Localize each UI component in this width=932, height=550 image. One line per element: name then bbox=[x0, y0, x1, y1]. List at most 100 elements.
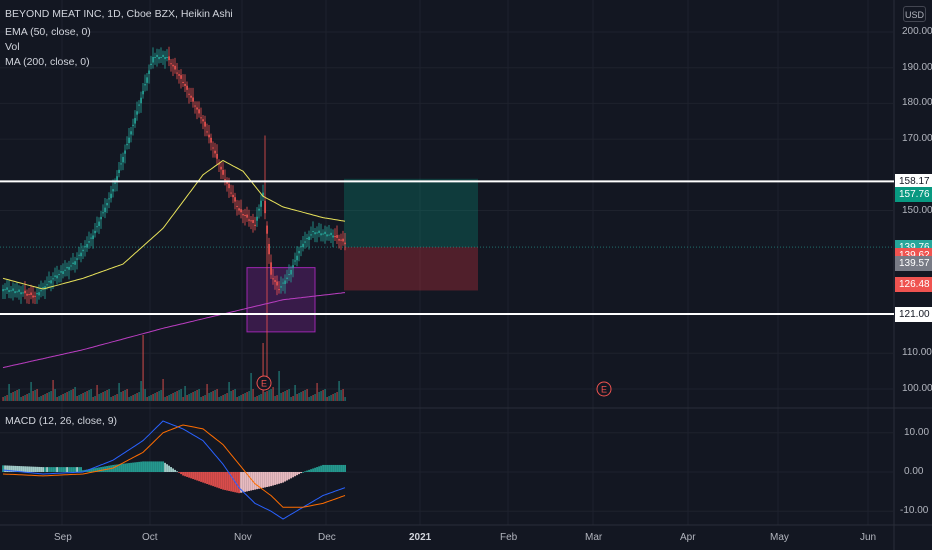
volume-bar bbox=[254, 397, 256, 401]
volume-bar bbox=[272, 387, 274, 401]
macd-histogram-bar bbox=[38, 466, 40, 472]
volume-bar bbox=[54, 389, 56, 401]
volume-bar bbox=[178, 390, 180, 401]
candle-body bbox=[254, 224, 256, 227]
ma-legend[interactable]: MA (200, close, 0) bbox=[5, 56, 90, 68]
volume-legend[interactable]: Vol bbox=[5, 41, 20, 53]
macd-histogram-bar bbox=[170, 467, 172, 472]
macd-histogram-bar bbox=[184, 472, 186, 477]
candle-body bbox=[308, 236, 310, 241]
candle-body bbox=[186, 85, 188, 90]
macd-histogram-bar bbox=[12, 465, 14, 472]
volume-bar bbox=[242, 394, 244, 401]
candle-body bbox=[84, 246, 86, 248]
macd-histogram-bar bbox=[50, 467, 52, 472]
candle-body bbox=[340, 239, 342, 241]
candle-body bbox=[188, 93, 190, 95]
macd-histogram-bar bbox=[78, 467, 80, 472]
macd-histogram-bar bbox=[16, 465, 18, 472]
volume-bar bbox=[98, 394, 100, 401]
macd-histogram-bar bbox=[288, 472, 290, 480]
volume-bar bbox=[86, 391, 88, 401]
candle-body bbox=[110, 193, 112, 199]
volume-bar bbox=[172, 393, 174, 401]
earnings-label: E bbox=[261, 379, 267, 389]
volume-bar bbox=[94, 396, 96, 401]
volume-bar bbox=[134, 394, 136, 401]
macd-histogram-bar bbox=[116, 464, 118, 472]
volume-bar bbox=[18, 389, 20, 401]
volume-bar bbox=[240, 395, 242, 401]
volume-bar bbox=[76, 396, 78, 401]
volume-bar bbox=[294, 385, 296, 401]
volume-bar bbox=[300, 392, 302, 401]
candle-body bbox=[194, 105, 196, 107]
candle-body bbox=[168, 56, 170, 61]
time-tick-label: Apr bbox=[680, 532, 696, 543]
volume-bar bbox=[144, 389, 146, 401]
volume-bar bbox=[36, 389, 38, 401]
candle-body bbox=[130, 131, 132, 135]
candle-body bbox=[320, 233, 322, 236]
macd-histogram-bar bbox=[28, 466, 30, 472]
candle-body bbox=[292, 265, 294, 268]
volume-bar bbox=[252, 389, 254, 401]
candle-body bbox=[20, 292, 22, 295]
volume-bar bbox=[314, 394, 316, 401]
volume-bar bbox=[246, 392, 248, 401]
candle-body bbox=[134, 118, 136, 124]
candle-body bbox=[266, 225, 268, 234]
volume-bar bbox=[30, 382, 32, 401]
volume-bar bbox=[20, 397, 22, 401]
macd-histogram-bar bbox=[180, 472, 182, 475]
volume-bar bbox=[114, 395, 116, 401]
candle-body bbox=[182, 81, 184, 83]
ema-legend[interactable]: EMA (50, close, 0) bbox=[5, 26, 91, 38]
earnings-marker bbox=[256, 375, 272, 391]
candle-body bbox=[34, 295, 36, 297]
volume-bar bbox=[112, 396, 114, 401]
volume-bar bbox=[284, 391, 286, 401]
candle-body bbox=[30, 292, 32, 295]
earnings-marker bbox=[596, 381, 612, 397]
volume-bar bbox=[236, 397, 238, 401]
volume-bar bbox=[324, 389, 326, 401]
macd-histogram-bar bbox=[278, 472, 280, 484]
volume-bar bbox=[170, 394, 172, 401]
time-tick-label: Sep bbox=[54, 532, 72, 543]
macd-histogram-bar bbox=[126, 463, 128, 472]
candle-body bbox=[236, 205, 238, 207]
candle-body bbox=[72, 262, 74, 265]
volume-bar bbox=[56, 397, 58, 401]
candle-body bbox=[310, 234, 312, 236]
volume-bar bbox=[320, 391, 322, 401]
volume-bar bbox=[156, 392, 158, 401]
candle-body bbox=[228, 183, 230, 189]
candle-body bbox=[82, 249, 84, 252]
candle-body bbox=[264, 200, 266, 214]
volume-bar bbox=[176, 391, 178, 401]
volume-bar bbox=[128, 397, 130, 401]
macd-histogram-bar bbox=[152, 461, 154, 472]
candle-body bbox=[324, 231, 326, 235]
volume-bar bbox=[310, 396, 312, 401]
candle-body bbox=[252, 219, 254, 223]
candle-body bbox=[202, 119, 204, 122]
macd-histogram-bar bbox=[292, 472, 294, 478]
candle-body bbox=[222, 169, 224, 175]
macd-histogram-bar bbox=[154, 461, 156, 472]
macd-histogram-bar bbox=[270, 472, 272, 487]
currency-button[interactable]: USD bbox=[903, 6, 926, 22]
macd-histogram-bar bbox=[58, 467, 60, 472]
candle-body bbox=[46, 284, 48, 286]
volume-bar bbox=[330, 395, 332, 401]
macd-histogram-bar bbox=[94, 468, 96, 472]
volume-bar bbox=[60, 395, 62, 401]
macd-legend[interactable]: MACD (12, 26, close, 9) bbox=[5, 415, 118, 427]
volume-bar bbox=[12, 392, 14, 401]
macd-histogram-bar bbox=[156, 461, 158, 472]
volume-bar bbox=[250, 373, 252, 401]
price-label: 126.48 bbox=[895, 276, 932, 292]
volume-bar bbox=[106, 390, 108, 401]
